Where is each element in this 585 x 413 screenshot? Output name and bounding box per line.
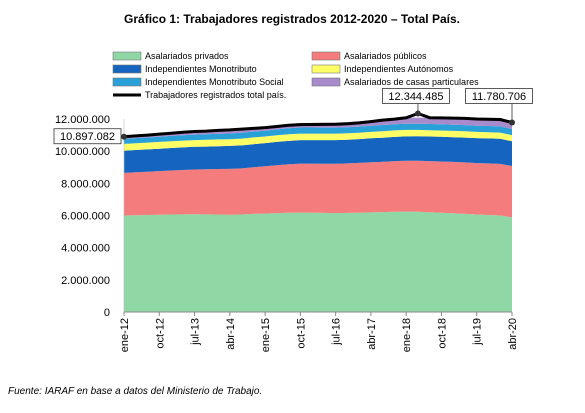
annotation-label: 11.780.706	[472, 91, 526, 103]
chart-axes: 0 2.000.000 4.000.000 6.000.000 8.000.000 10.…	[55, 114, 519, 352]
legend-swatch	[311, 64, 341, 74]
annotation-label: 10.897.082	[60, 131, 115, 143]
chart-title: Gráfico 1: Trabajadores registrados 2012…	[124, 12, 460, 26]
x-tick-label: abr-14	[225, 318, 237, 350]
area-series-1	[124, 211, 512, 312]
y-tick-label: 8.000.000	[61, 178, 110, 190]
legend-swatch	[112, 64, 142, 74]
x-tick-label: oct-18	[436, 318, 448, 349]
legend-swatch	[311, 51, 341, 61]
legend-swatch	[112, 77, 142, 87]
x-tick-label: jul-16	[331, 318, 343, 346]
legend-label: Independientes Autónomos	[344, 64, 454, 74]
legend-label: Trabajadores registrados total país.	[145, 90, 286, 100]
legend-swatch	[112, 51, 142, 61]
legend-label: Asalariados privados	[145, 51, 229, 61]
annotation-box	[465, 88, 533, 104]
x-tick-label: oct-12	[154, 318, 166, 349]
data-labels: 10.897.082 12.344.485 11.780.706	[53, 88, 533, 145]
y-tick-label: 2.000.000	[61, 275, 110, 287]
total-line	[123, 112, 513, 139]
x-tick-label: ene-18	[401, 318, 413, 352]
legend-swatch	[311, 77, 341, 87]
y-tick-label: 4.000.000	[61, 243, 110, 255]
x-tick-label: ene-15	[260, 318, 272, 352]
y-tick-label: 0	[104, 307, 110, 319]
legend-label: Asalariados de casas particulares	[344, 77, 479, 87]
area-series-3	[124, 136, 512, 173]
source-footnote: Fuente: IARAF en base a datos del Minist…	[8, 386, 263, 397]
legend-label: Independientes Monotributo	[145, 64, 257, 74]
y-tick-label: 6.000.000	[61, 211, 110, 223]
x-tick-label: jul-13	[190, 318, 202, 346]
legend-label: Independientes Monotributo Social	[145, 77, 284, 87]
x-tick-label: jul-19	[472, 318, 484, 346]
legend-label: Asalariados públicos	[344, 51, 427, 61]
plot-area	[123, 112, 513, 312]
annotation-label: 12.344.485	[388, 91, 443, 103]
area-series-6	[124, 117, 512, 139]
x-tick-label: oct-15	[295, 318, 307, 349]
annotation-box	[382, 88, 450, 104]
y-tick-label: 12.000.000	[55, 114, 110, 126]
annotation-leader	[120, 135, 125, 138]
area-series-4	[124, 129, 512, 151]
x-tick-label: abr-17	[366, 318, 378, 350]
chart-legend: Asalariados privados Asalariados públicos…	[112, 51, 479, 100]
annotation-box	[53, 128, 122, 145]
x-tick-label: abr-20	[507, 318, 519, 350]
area-series-2	[124, 160, 512, 218]
y-tick-label: 10.000.000	[55, 146, 110, 158]
x-tick-label: ene-12	[119, 318, 131, 352]
area-series-5	[124, 123, 512, 144]
